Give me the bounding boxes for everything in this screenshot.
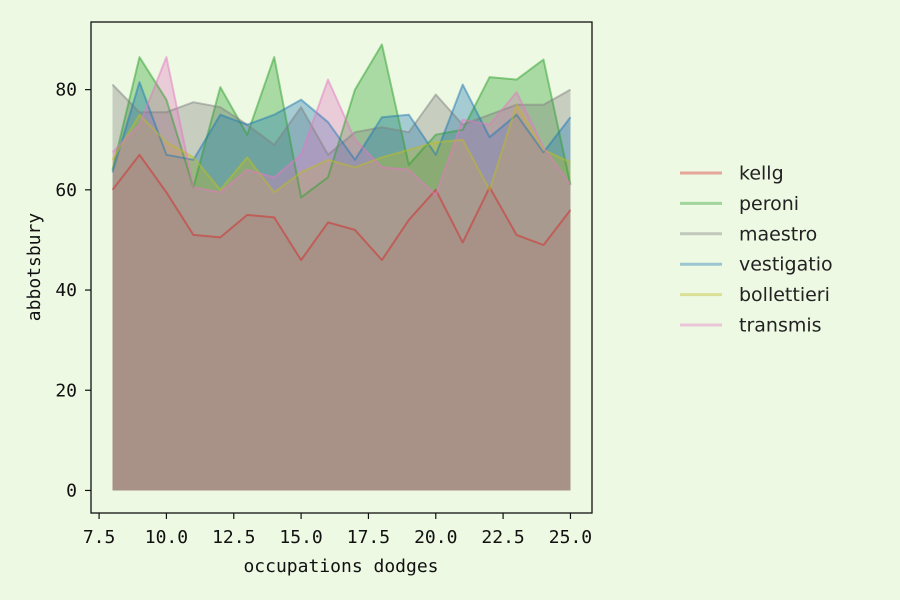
legend-item-vestigatio: vestigatio [680,254,833,276]
y-tick-label: 0 [66,480,77,501]
plot-background [91,22,592,513]
x-tick-label: 7.5 [83,527,116,548]
y-tick-label: 80 [55,80,77,101]
x-axis-ticks: 7.5 10.0 12.5 15.0 17.5 20.0 22.5 25.0 [83,513,592,548]
x-tick-label: 17.5 [347,527,390,548]
legend-label: transmis [739,315,822,337]
area-bollettieri [112,104,571,491]
legend: kellg peroni maestro vestigatio bollettieri t… [680,163,833,337]
plot-frame [90,21,593,514]
y-axis-label: abbotsbury [24,213,45,322]
legend-label: peroni [739,193,799,215]
line-peroni [111,43,572,199]
legend-label: kellg [739,163,784,185]
y-axis-ticks: 0 20 40 60 80 [55,80,91,501]
x-tick-label: 22.5 [481,527,524,548]
legend-label: bollettieri [739,284,830,306]
legend-item-bollettieri: bollettieri [680,284,830,306]
area-kellg [112,154,571,491]
area-peroni [112,44,571,491]
legend-label: vestigatio [739,254,833,276]
line-vestigatio [111,81,572,173]
y-tick-label: 40 [55,280,77,301]
x-tick-label: 12.5 [212,527,255,548]
line-bollettieri [111,103,571,194]
area-transmis [112,57,571,491]
y-tick-label: 20 [55,380,77,401]
x-tick-label: 15.0 [279,527,322,548]
x-tick-label: 25.0 [549,527,592,548]
y-tick-label: 60 [55,180,77,201]
x-axis-label: occupations dodges [243,556,438,577]
legend-item-kellg: kellg [680,163,784,185]
area-vestigatio [112,82,571,491]
legend-item-transmis: transmis [680,315,822,337]
legend-item-maestro: maestro [680,223,817,245]
line-transmis [111,56,572,196]
series-lines [111,43,572,261]
legend-label: maestro [739,223,817,245]
x-tick-label: 20.0 [414,527,457,548]
legend-item-peroni: peroni [680,193,799,215]
x-tick-label: 10.0 [145,527,188,548]
series-areas [112,44,571,491]
line-maestro [111,83,571,156]
line-kellg [111,153,572,261]
